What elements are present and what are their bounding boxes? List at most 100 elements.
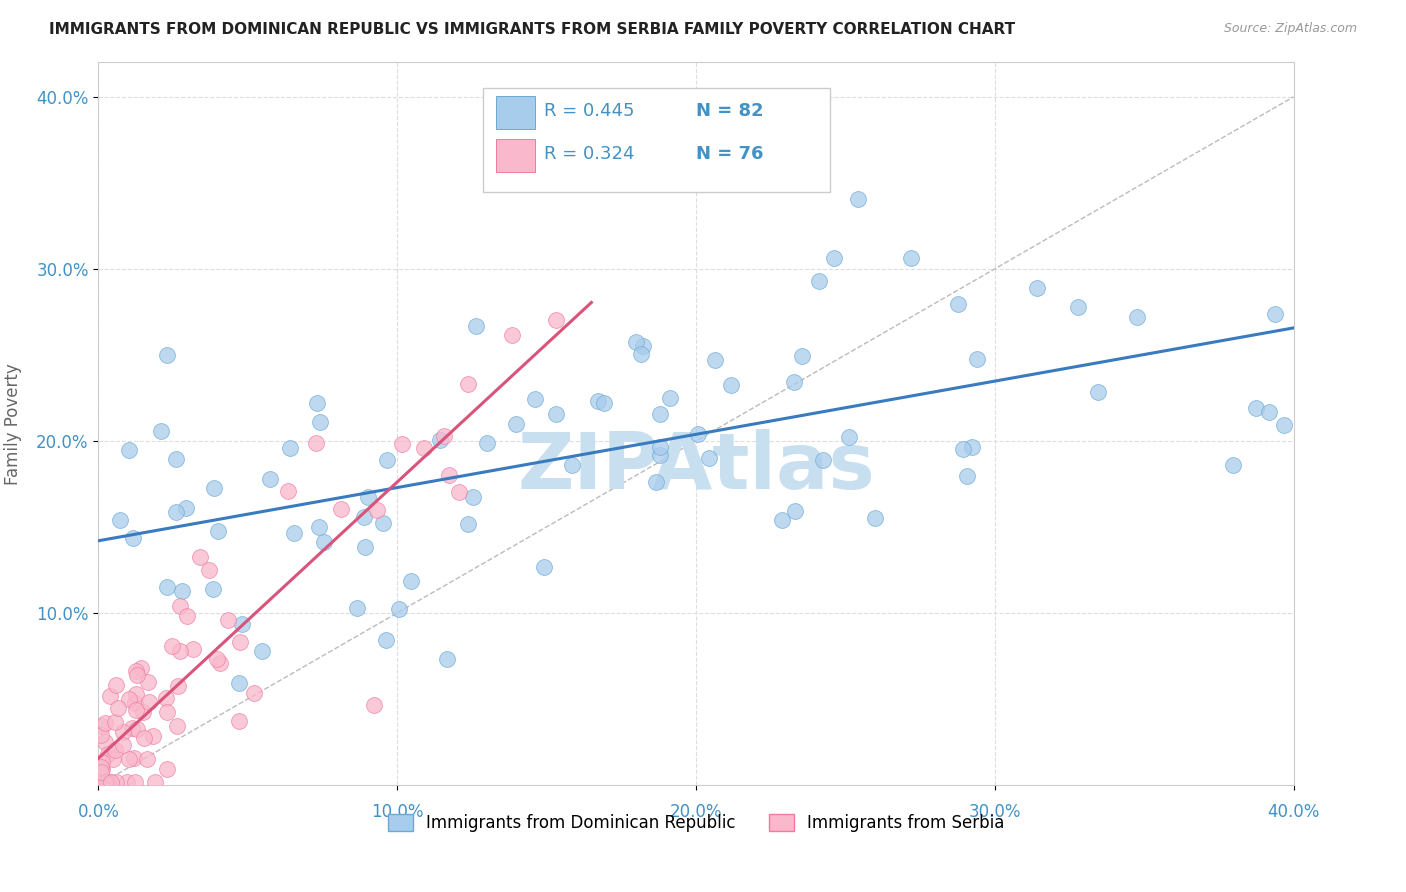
Text: R = 0.324: R = 0.324 <box>544 145 634 163</box>
Point <box>813 453 835 467</box>
Point <box>250 644 273 658</box>
Point <box>176 500 198 515</box>
Text: 10.0%: 10.0% <box>371 803 423 821</box>
Point <box>176 609 198 624</box>
Point <box>648 407 671 421</box>
Point <box>90 762 112 776</box>
Point <box>122 751 145 765</box>
Point <box>457 517 479 532</box>
Point <box>143 774 166 789</box>
Legend: Immigrants from Dominican Republic, Immigrants from Serbia: Immigrants from Dominican Republic, Immi… <box>381 807 1011 839</box>
Point <box>363 698 385 712</box>
Point <box>1025 281 1047 295</box>
Point <box>366 502 388 516</box>
Point <box>165 505 187 519</box>
Point <box>966 352 988 367</box>
Point <box>156 580 179 594</box>
Point <box>305 395 328 409</box>
Point <box>105 774 128 789</box>
Point <box>1087 384 1109 399</box>
Point <box>115 774 138 789</box>
Point <box>217 613 239 627</box>
Point <box>125 665 148 679</box>
Text: 30.0%: 30.0% <box>969 803 1021 821</box>
Point <box>437 468 460 483</box>
Point <box>93 716 115 731</box>
Point <box>952 442 974 457</box>
Point <box>97 747 120 761</box>
Point <box>132 705 155 719</box>
Point <box>329 501 352 516</box>
Point <box>720 378 742 392</box>
Point <box>650 440 672 454</box>
Point <box>181 641 204 656</box>
Point <box>946 297 969 311</box>
Point <box>1067 300 1090 314</box>
Point <box>125 687 148 701</box>
Point <box>1272 417 1295 432</box>
Point <box>228 675 250 690</box>
Point <box>188 550 211 565</box>
Point <box>1126 310 1149 324</box>
Point <box>1257 405 1279 419</box>
Point <box>631 338 654 352</box>
Point <box>107 701 129 715</box>
Point <box>90 760 112 774</box>
Point <box>94 774 117 789</box>
FancyBboxPatch shape <box>484 87 830 193</box>
Point <box>305 435 328 450</box>
Point <box>1222 458 1244 472</box>
Point <box>138 695 160 709</box>
Point <box>505 417 527 431</box>
Point <box>167 679 190 693</box>
Point <box>846 192 869 206</box>
Point <box>207 524 229 538</box>
Point <box>782 375 804 389</box>
Point <box>160 639 183 653</box>
Point <box>112 725 135 739</box>
Point <box>648 448 671 462</box>
Text: Source: ZipAtlas.com: Source: ZipAtlas.com <box>1223 22 1357 36</box>
Point <box>121 721 143 735</box>
Point <box>354 541 377 555</box>
Point <box>101 752 124 766</box>
Point <box>688 426 710 441</box>
Point <box>501 327 523 342</box>
Point <box>127 722 149 736</box>
Point <box>277 484 299 499</box>
Point <box>644 475 666 490</box>
Point <box>312 535 335 549</box>
Point <box>433 429 456 443</box>
Point <box>391 436 413 450</box>
Point <box>104 714 127 729</box>
Point <box>169 599 191 613</box>
Point <box>593 395 616 409</box>
Point <box>124 774 146 789</box>
Point <box>209 656 232 670</box>
Point <box>96 774 118 789</box>
Point <box>134 731 156 745</box>
Point <box>104 678 127 692</box>
Point <box>156 762 179 776</box>
Point <box>388 602 411 616</box>
Point <box>704 352 727 367</box>
Point <box>98 689 121 703</box>
Point <box>169 644 191 658</box>
Point <box>97 774 120 789</box>
Point <box>124 703 146 717</box>
Text: 40.0%: 40.0% <box>1267 803 1320 821</box>
Point <box>808 274 831 288</box>
Point <box>624 335 647 350</box>
Point <box>166 719 188 733</box>
Point <box>90 765 112 780</box>
Text: 20.0%: 20.0% <box>669 803 723 821</box>
Point <box>900 251 922 265</box>
Point <box>960 440 983 454</box>
Point <box>197 563 219 577</box>
Point <box>91 756 114 770</box>
Point <box>96 774 118 789</box>
Point <box>242 685 264 699</box>
Point <box>110 513 132 527</box>
Point <box>202 582 225 596</box>
Point <box>357 491 380 505</box>
